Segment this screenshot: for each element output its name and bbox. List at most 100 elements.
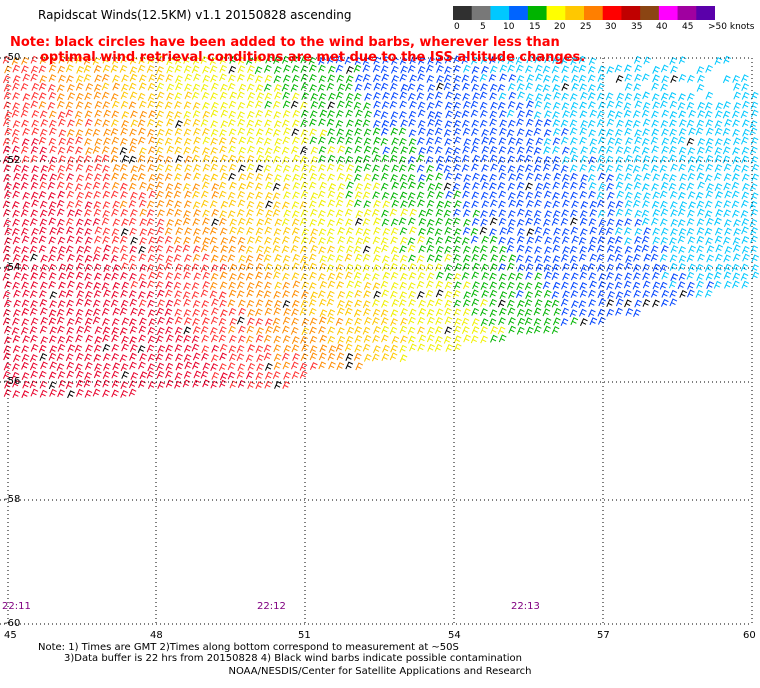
wind-barb [660, 64, 669, 73]
wind-barb [399, 245, 407, 254]
wind-barb [625, 308, 634, 316]
wind-barb [183, 56, 191, 64]
wind-barb [219, 343, 228, 352]
wind-barb [408, 181, 416, 190]
wind-barb [210, 354, 219, 363]
wind-barb [183, 370, 192, 379]
wind-barb [605, 164, 614, 173]
wind-barb [139, 371, 148, 380]
wind-barb [290, 83, 299, 92]
wind-barb [569, 255, 578, 264]
wind-barb [22, 127, 30, 136]
wind-barb [652, 191, 661, 200]
wind-barb [579, 289, 588, 298]
wind-barb [705, 127, 714, 136]
wind-barb [596, 163, 605, 172]
wind-barb [453, 163, 461, 172]
wind-barb [75, 236, 84, 245]
wind-barb [318, 92, 327, 101]
wind-barb [218, 190, 227, 199]
wind-barb [29, 307, 38, 316]
wind-barb [544, 299, 553, 308]
wind-barb [589, 317, 598, 326]
wind-barb [227, 299, 236, 308]
wind-barb [589, 236, 598, 245]
wind-barb [499, 110, 507, 119]
wind-barb [634, 64, 643, 73]
wind-barb [462, 145, 470, 154]
wind-barb [714, 154, 723, 163]
wind-barb [265, 55, 273, 64]
wind-barb [543, 93, 552, 102]
wind-barb [156, 235, 165, 244]
wind-barb [670, 65, 678, 74]
wind-barb [452, 183, 461, 191]
wind-barb [516, 282, 524, 291]
wind-barb [632, 120, 641, 128]
wind-barb [282, 74, 291, 83]
wind-barb [345, 300, 353, 308]
wind-barb [137, 172, 146, 181]
wind-barb [650, 164, 659, 173]
wind-barb [363, 102, 371, 111]
wind-barb [381, 325, 389, 334]
wind-barb [373, 109, 382, 118]
wind-barb [264, 380, 273, 389]
wind-barb [355, 217, 363, 226]
wind-barb [291, 336, 300, 344]
wind-barb [3, 174, 11, 182]
wind-barb [282, 325, 290, 334]
wind-barb [723, 182, 731, 191]
wind-barb [237, 199, 246, 208]
wind-barb [75, 92, 84, 101]
wind-barb [282, 109, 291, 118]
wind-barb [255, 345, 264, 354]
wind-barb [210, 363, 218, 371]
wind-barb [193, 164, 201, 172]
wind-barb [543, 200, 552, 209]
wind-barb [103, 272, 112, 281]
wind-barb [723, 101, 731, 109]
wind-barb [111, 343, 120, 352]
wind-barb [308, 307, 317, 316]
wind-barb [156, 218, 165, 227]
wind-barb [453, 101, 461, 110]
wind-barb [355, 74, 363, 83]
wind-barb [615, 164, 624, 173]
wind-barb [39, 290, 47, 299]
wind-barb [327, 272, 336, 281]
wind-barb [398, 156, 407, 164]
wind-barb [508, 218, 516, 227]
wind-barb [633, 83, 642, 92]
wind-barb [12, 363, 20, 371]
wind-barb [166, 145, 175, 154]
legend-labels: 0 5 10 15 20 25 30 35 40 45 >50 knots [453, 22, 758, 34]
wind-barb [335, 317, 344, 326]
wind-barb [30, 370, 39, 379]
wind-barb [670, 218, 679, 227]
wind-barb [471, 128, 479, 137]
wind-barb [462, 82, 470, 91]
wind-barb [200, 309, 209, 317]
wind-barb [435, 289, 444, 298]
wind-barb [634, 136, 643, 145]
wind-barb [101, 217, 110, 226]
wind-barb [129, 325, 138, 334]
wind-barb [183, 172, 192, 181]
wind-barb [237, 335, 246, 344]
wind-barb [589, 138, 598, 147]
wind-barb [373, 326, 381, 334]
wind-barb [426, 128, 435, 137]
wind-barb [273, 120, 282, 129]
wind-barb [274, 299, 282, 308]
wind-barb [704, 264, 713, 272]
wind-barb [506, 262, 515, 271]
wind-barb [525, 118, 534, 127]
wind-barb [183, 200, 192, 209]
wind-barb [237, 272, 245, 281]
wind-barb [499, 64, 508, 73]
wind-barb [12, 182, 21, 190]
wind-barb [84, 353, 92, 362]
wind-barb [750, 155, 759, 164]
wind-barb [445, 91, 454, 100]
